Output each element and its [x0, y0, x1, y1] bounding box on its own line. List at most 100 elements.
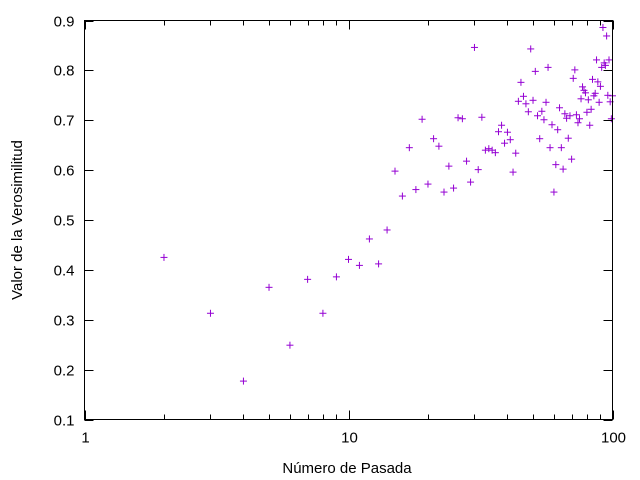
data-point: [589, 75, 597, 83]
data-point: [559, 165, 567, 173]
y-tick-label: 0.4: [54, 263, 75, 280]
data-point: [445, 162, 453, 170]
data-point: [596, 82, 604, 90]
data-point: [418, 115, 426, 123]
data-point: [595, 98, 603, 106]
data-point: [495, 128, 503, 136]
data-point: [424, 180, 432, 188]
data-point: [572, 111, 580, 119]
data-point: [467, 178, 475, 186]
data-point: [506, 136, 514, 144]
data-point: [391, 167, 399, 175]
data-point: [519, 92, 527, 100]
data-point: [524, 108, 532, 116]
data-point: [345, 255, 352, 263]
data-point: [542, 98, 550, 106]
data-point: [517, 78, 525, 86]
data-point: [571, 66, 579, 74]
data-point: [470, 43, 478, 51]
data-point: [581, 89, 589, 97]
data-point: [514, 97, 522, 105]
y-tick-label: 0.2: [54, 363, 75, 380]
data-point: [536, 135, 544, 143]
data-point: [529, 96, 537, 104]
data-point: [332, 273, 340, 281]
data-point: [586, 121, 594, 129]
axis-ticks: 0.1 0.2 0.3 0.4 0.5 0.6 0.7 0.8 0.9 1 10 100: [54, 14, 626, 447]
data-point: [540, 116, 548, 124]
data-point: [478, 113, 486, 121]
data-point: [556, 104, 564, 112]
data-point: [160, 253, 168, 261]
data-point: [566, 112, 574, 120]
y-axis-label: Valor de la Verosimilitud: [9, 140, 26, 300]
y-tick-label: 0.3: [54, 313, 75, 330]
data-point: [548, 121, 556, 129]
data-point: [458, 115, 466, 123]
data-point: [550, 188, 558, 196]
data-point: [593, 56, 601, 64]
data-point: [412, 186, 420, 194]
data-point: [512, 149, 520, 157]
y-tick-label: 0.9: [54, 14, 75, 31]
data-point: [383, 226, 391, 234]
y-tick-label: 0.8: [54, 63, 75, 80]
y-tick-label: 0.7: [54, 113, 75, 130]
data-point: [574, 119, 582, 127]
data-point: [463, 157, 471, 165]
data-point: [527, 45, 535, 53]
data-point: [509, 168, 517, 176]
x-tick-label: 10: [341, 430, 358, 447]
data-point: [405, 144, 413, 152]
x-tick-label: 1: [81, 430, 89, 447]
y-tick-label: 0.5: [54, 213, 75, 230]
data-point: [454, 114, 462, 122]
data-point: [365, 235, 373, 243]
data-point: [206, 309, 214, 317]
data-points: [160, 23, 616, 385]
data-point: [430, 135, 438, 143]
data-point: [355, 261, 363, 269]
data-point: [398, 192, 406, 200]
x-axis-label: Número de Pasada: [282, 460, 412, 477]
data-point: [286, 341, 294, 349]
data-point: [304, 275, 312, 283]
data-point: [601, 61, 609, 69]
data-point: [605, 56, 613, 64]
data-point: [599, 23, 607, 31]
data-point: [435, 142, 443, 150]
data-point: [603, 32, 611, 40]
data-point: [501, 139, 509, 147]
data-point: [319, 309, 327, 317]
data-point: [485, 145, 493, 153]
x-tick-label: 100: [601, 430, 626, 447]
data-point: [239, 377, 247, 385]
data-point: [579, 83, 587, 91]
data-point: [552, 161, 560, 169]
data-point: [538, 107, 546, 115]
data-point: [577, 95, 585, 103]
data-point: [534, 112, 542, 120]
data-point: [591, 89, 599, 97]
data-point: [607, 115, 615, 123]
data-point: [450, 184, 458, 192]
y-tick-label: 0.6: [54, 163, 75, 180]
data-point: [474, 166, 482, 174]
data-point: [584, 96, 592, 104]
data-point: [481, 146, 489, 154]
data-point: [568, 155, 576, 163]
data-point: [576, 115, 584, 123]
data-point: [440, 188, 448, 196]
data-point: [522, 100, 530, 108]
data-point: [583, 108, 591, 116]
data-point: [587, 105, 595, 113]
data-point: [503, 128, 511, 136]
data-point: [598, 63, 606, 71]
data-point: [531, 67, 539, 75]
data-point: [375, 260, 383, 268]
data-point: [265, 283, 273, 291]
y-tick-label: 0.1: [54, 413, 75, 430]
plot-frame: [84, 20, 613, 420]
data-point: [544, 63, 552, 71]
